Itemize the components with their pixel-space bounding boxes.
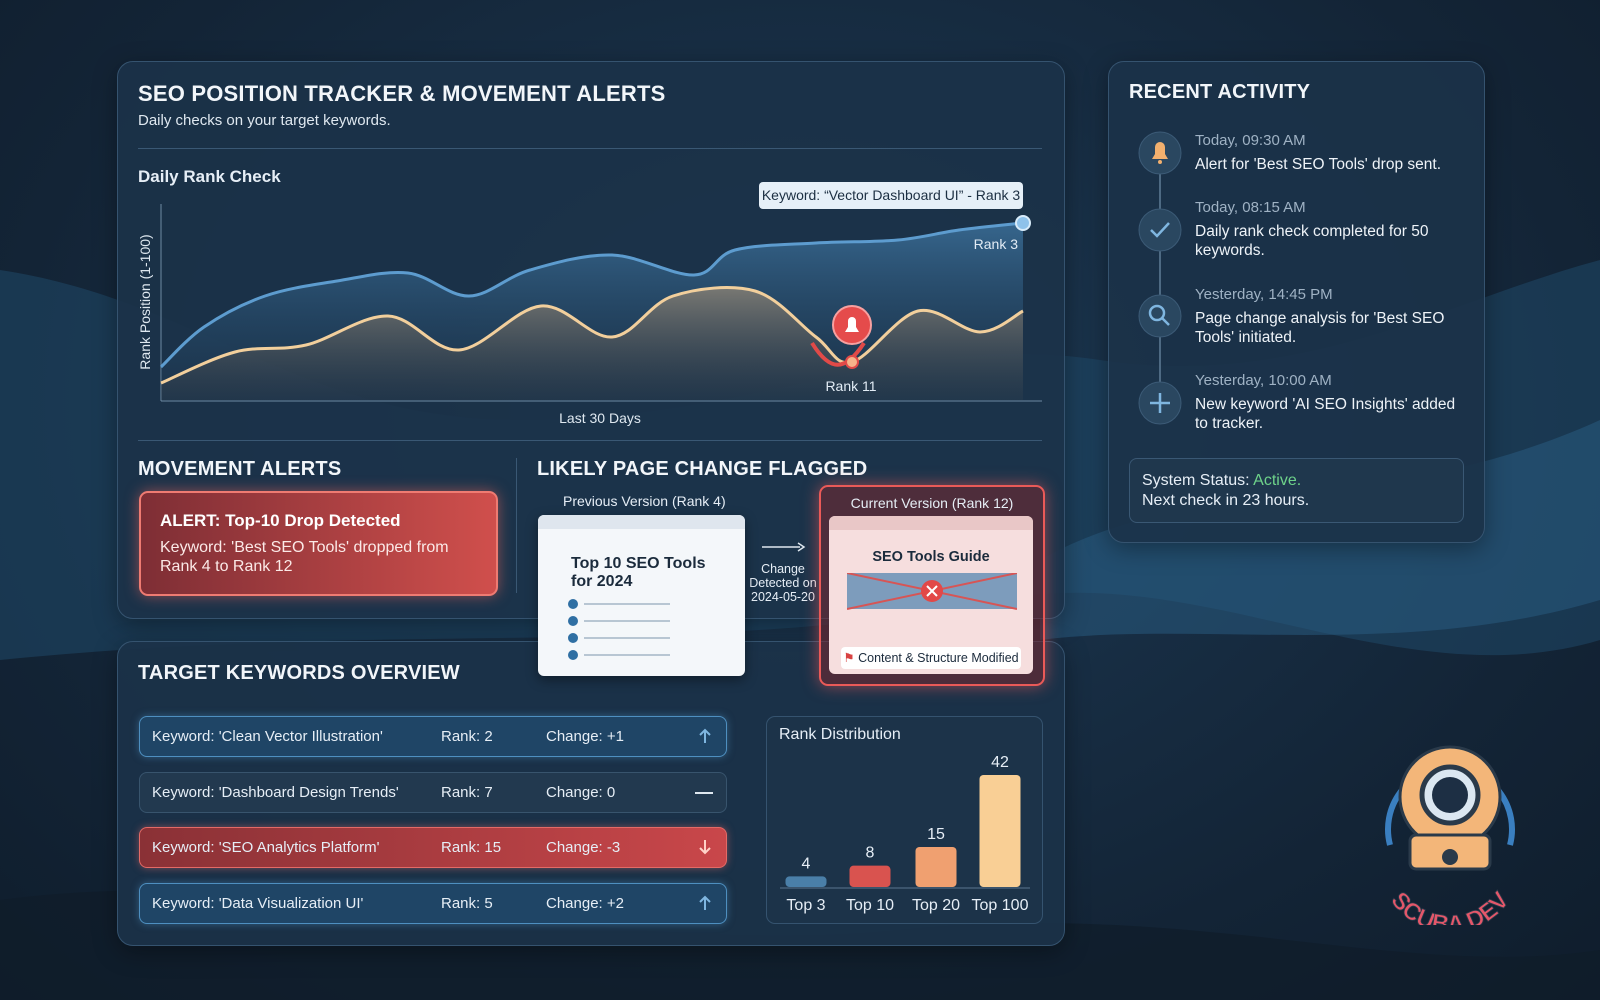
- activity-time: Yesterday, 14:45 PM: [1195, 286, 1333, 303]
- activity-text: Alert for 'Best SEO Tools' drop sent.: [1195, 156, 1441, 173]
- x-tick-label: Top 100: [972, 897, 1029, 914]
- down-icon: [699, 840, 711, 855]
- activity-text: Daily rank check completed for 50 keywor…: [1195, 223, 1429, 259]
- status-value: Active.: [1253, 472, 1302, 489]
- next-check: Next check in 23 hours.: [1142, 492, 1310, 509]
- broken-image: [847, 573, 1017, 610]
- change-note: Change Detected on 2024-05-20: [749, 562, 817, 604]
- value-label: 4: [802, 855, 811, 872]
- keywords-title: TARGET KEYWORDS OVERVIEW: [138, 662, 460, 684]
- keyword-row: Keyword: 'SEO Analytics Platform' Rank: 1…: [139, 827, 727, 868]
- x-tick-label: Top 20: [912, 897, 960, 914]
- alerts-title: MOVEMENT ALERTS: [138, 458, 342, 480]
- keyword: Keyword: 'Clean Vector Illustration': [152, 728, 383, 745]
- logo: SCUBA DEV: [1385, 745, 1515, 925]
- drop-point: [845, 355, 859, 369]
- bell-icon: [845, 317, 859, 332]
- y-axis-label: Rank Position (1-100): [137, 234, 153, 369]
- rank: Rank: 7: [441, 784, 493, 801]
- status-label: System Status:: [1142, 472, 1250, 489]
- current-page-frame: Current Version (Rank 12) SEO Tools Guid…: [819, 485, 1045, 686]
- change-arrow: [762, 542, 806, 552]
- alert-box: ALERT: Top-10 Drop Detected Keyword: 'Be…: [139, 491, 498, 596]
- alert-title: ALERT: Top-10 Drop Detected: [160, 511, 401, 530]
- rank-line: [159, 221, 1024, 369]
- bar: [849, 865, 891, 887]
- keyword-row: Keyword: 'Dashboard Design Trends' Rank: …: [139, 772, 727, 813]
- value-label: 8: [866, 845, 875, 862]
- flat-icon: [695, 792, 713, 794]
- current-heading: SEO Tools Guide: [872, 549, 990, 565]
- keyword-row: Keyword: 'Data Visualization UI' Rank: 5 C…: [139, 883, 727, 924]
- logo-text: SCUBA DEV: [1385, 887, 1514, 925]
- status-box: System Status: Active. Next check in 23 …: [1129, 458, 1464, 523]
- low-label: Rank 11: [825, 378, 876, 394]
- separator: [516, 458, 517, 593]
- current-page: SEO Tools Guide ⚑ Content & Structure Mo…: [829, 516, 1033, 674]
- value-label: 15: [927, 826, 945, 843]
- keyword-row: Keyword: 'Clean Vector Illustration' Rank…: [139, 716, 727, 757]
- main-title: SEO POSITION TRACKER & MOVEMENT ALERTS: [138, 81, 666, 106]
- browser-bar: [829, 516, 1033, 530]
- current-flag: ⚑ Content & Structure Modified: [841, 647, 1021, 669]
- bar: [915, 847, 957, 887]
- activity-text: Page change analysis for 'Best SEO Tools…: [1195, 310, 1445, 346]
- separator: [138, 148, 1042, 149]
- previous-heading: Top 10 SEO Tools for 2024: [571, 555, 706, 590]
- drop-highlight: [810, 341, 866, 367]
- timeline: [1138, 131, 1182, 425]
- tooltip-box: [759, 182, 1023, 209]
- rank-line-secondary: [160, 286, 1024, 385]
- current-flag-text: Content & Structure Modified: [858, 651, 1019, 665]
- bar: [979, 775, 1021, 887]
- rank: Rank: 2: [441, 728, 493, 745]
- end-point: [1015, 215, 1031, 231]
- up-icon: [699, 895, 711, 910]
- activity-time: Today, 08:15 AM: [1195, 199, 1306, 216]
- up-icon: [699, 728, 711, 743]
- keyword: Keyword: 'SEO Analytics Platform': [152, 839, 380, 856]
- keyword: Keyword: 'Data Visualization UI': [152, 895, 364, 912]
- x-tick-label: Top 10: [846, 897, 894, 914]
- x-tick-label: Top 3: [786, 897, 825, 914]
- activity-title: RECENT ACTIVITY: [1129, 81, 1311, 103]
- tooltip-text: Keyword: “Vector Dashboard UI” - Rank 3: [762, 187, 1021, 203]
- previous-page: Top 10 SEO Tools for 2024: [538, 515, 745, 676]
- status-line: System Status: Active.: [1142, 471, 1301, 491]
- activity-text: New keyword 'AI SEO Insights' added to t…: [1195, 396, 1456, 432]
- bar: [785, 876, 827, 887]
- change: Change: +1: [546, 728, 624, 745]
- rank: Rank: 15: [441, 839, 502, 856]
- logo-text-path: SCUBA DEV: [1385, 887, 1515, 925]
- value-label: 42: [991, 754, 1009, 771]
- change: Change: +2: [546, 895, 624, 912]
- browser-bar: [538, 515, 745, 529]
- rank: Rank: 5: [441, 895, 493, 912]
- chart-title: Rank Distribution: [779, 726, 901, 743]
- current-label: Current Version (Rank 12): [850, 495, 1014, 511]
- chart-title: Daily Rank Check: [138, 167, 281, 186]
- activity-time: Today, 09:30 AM: [1195, 132, 1306, 149]
- keyword: Keyword: 'Dashboard Design Trends': [152, 784, 399, 801]
- alert-text: Keyword: 'Best SEO Tools' dropped from R…: [160, 539, 449, 575]
- x-axis-label: Last 30 Days: [559, 410, 641, 426]
- activity-time: Yesterday, 10:00 AM: [1195, 372, 1332, 389]
- checklist: [568, 599, 670, 660]
- separator: [138, 440, 1042, 441]
- change: Change: -3: [546, 839, 621, 856]
- page-change-title: LIKELY PAGE CHANGE FLAGGED: [537, 458, 868, 480]
- previous-label: Previous Version (Rank 4): [563, 493, 726, 509]
- end-label: Rank 3: [974, 236, 1019, 252]
- rank-area-secondary: [161, 287, 1023, 400]
- main-subtitle: Daily checks on your target keywords.: [138, 112, 391, 129]
- change: Change: 0: [546, 784, 616, 801]
